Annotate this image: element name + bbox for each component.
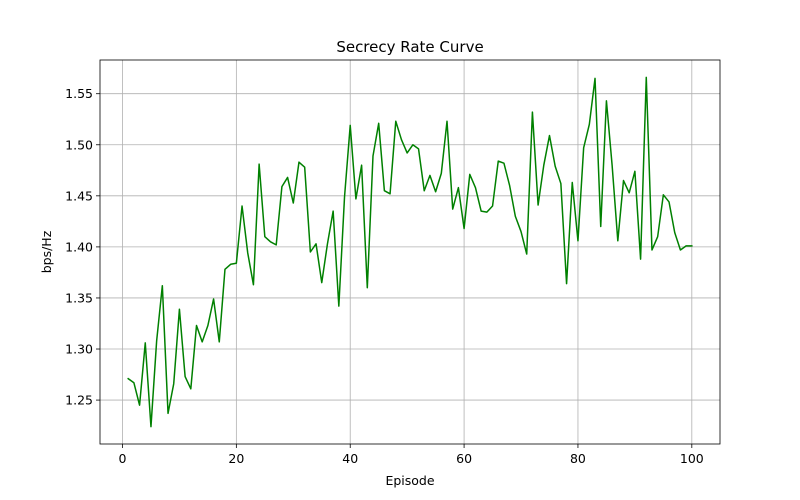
x-tick-label: 60 [456, 451, 472, 466]
y-tick-label: 1.35 [65, 290, 93, 305]
y-tick-label: 1.40 [65, 239, 93, 254]
x-tick-label: 0 [119, 451, 127, 466]
y-axis-label: bps/Hz [39, 230, 54, 273]
y-tick-label: 1.25 [65, 393, 93, 408]
y-tick-label: 1.45 [65, 188, 93, 203]
x-tick-label: 40 [342, 451, 358, 466]
y-tick-label: 1.50 [65, 137, 93, 152]
chart-title: Secrecy Rate Curve [336, 38, 483, 56]
series-layer [127, 76, 693, 428]
y-tick-label: 1.30 [65, 342, 93, 357]
x-axis-label: Episode [385, 473, 434, 488]
y-tick-label: 1.55 [65, 86, 93, 101]
ticks: 0 20 40 60 80 100 1.25 1.30 1.35 1.40 1.45 1.50 1.55 [65, 86, 704, 466]
x-tick-label: 100 [680, 451, 704, 466]
x-tick-label: 80 [570, 451, 586, 466]
plot-frame [99, 59, 721, 445]
grid [100, 60, 720, 444]
secrecy-rate-line [127, 76, 693, 428]
x-tick-label: 20 [228, 451, 244, 466]
